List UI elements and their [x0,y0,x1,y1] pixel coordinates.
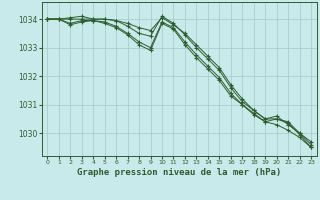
X-axis label: Graphe pression niveau de la mer (hPa): Graphe pression niveau de la mer (hPa) [77,168,281,177]
